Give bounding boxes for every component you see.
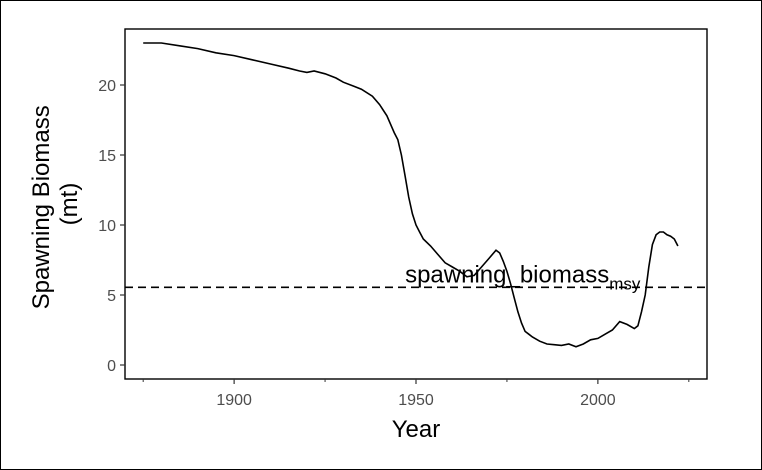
y-tick-label-10: 10 <box>98 218 116 235</box>
x-tick-label-1900: 1900 <box>216 392 252 409</box>
spawning-biomass-line <box>143 42 679 348</box>
y-tick-label-5: 5 <box>107 288 116 305</box>
y-tick-label-0: 0 <box>107 358 116 375</box>
msy-label-subscript: msy <box>609 274 641 293</box>
y-axis-title: Spawning Biomass (mt) <box>28 99 83 310</box>
y-axis-title-line-2: (mt) <box>56 183 83 226</box>
x-axis: 1900 1950 2000 <box>142 379 690 409</box>
y-axis: 0 5 10 15 20 <box>98 78 125 375</box>
x-tick-label-2000: 2000 <box>580 392 616 409</box>
msy-label-main: spawning_biomass <box>405 261 609 288</box>
y-tick-label-20: 20 <box>98 78 116 95</box>
x-tick-label-1950: 1950 <box>398 392 434 409</box>
y-axis-title-line-1: Spawning Biomass <box>28 105 55 309</box>
y-tick-label-15: 15 <box>98 148 116 165</box>
plot-panel <box>124 28 708 380</box>
msy-reference-label: spawning_biomassmsy <box>405 261 641 293</box>
x-axis-title: Year <box>392 416 441 443</box>
